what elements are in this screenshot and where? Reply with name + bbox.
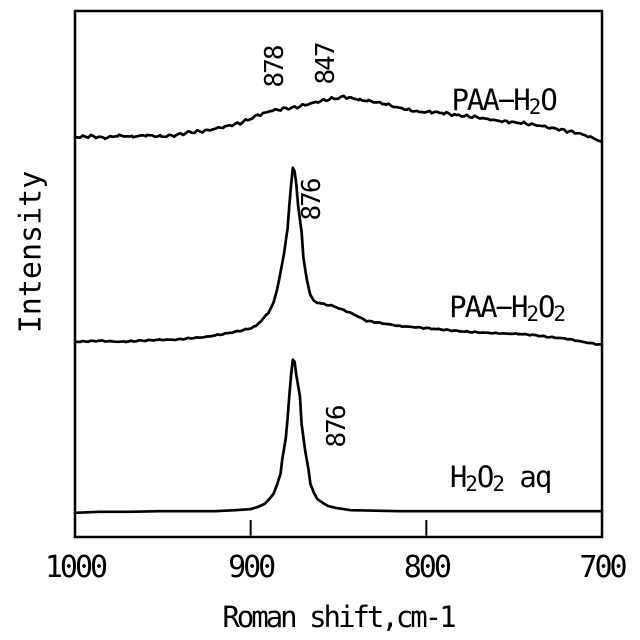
series-label-paa-h2o2: PAA−H2O2 (449, 290, 567, 326)
label-text: PAA−H (449, 290, 528, 325)
series-curve-paa-h2o (73, 94, 604, 144)
label-text: aq (503, 460, 552, 495)
series-curve-paa-h2o2 (73, 166, 604, 347)
subscript: 2 (465, 471, 478, 496)
x-tick-label: 700 (579, 550, 627, 585)
x-axis-label: Roman shift,cm-1 (222, 600, 456, 634)
label-text: PAA−H (451, 82, 530, 117)
subscript: 2 (526, 301, 539, 326)
peak-annotation-876: 876 (321, 406, 352, 448)
subscript: 2 (492, 471, 505, 496)
plot-frame (73, 9, 604, 539)
x-tick-label: 800 (403, 550, 452, 585)
series-label-paa-h2o: PAA−H2O (451, 82, 558, 119)
label-text: H (449, 460, 468, 495)
x-tick-label: 1000 (44, 550, 108, 585)
subscript: 2 (528, 94, 542, 119)
peak-annotation-847: 847 (311, 43, 342, 85)
label-text: O (540, 82, 558, 117)
series-curve-h2o2-aq (73, 358, 604, 515)
x-tick-label: 900 (228, 550, 276, 585)
subscript: 2 (553, 301, 567, 326)
peak-annotation-876: 876 (297, 179, 328, 221)
label-text: O (538, 290, 556, 325)
y-axis-label: Intensity (13, 170, 49, 334)
peak-annotation-878: 878 (260, 46, 291, 88)
series-label-h2o2-aq: H2O2 aq (449, 460, 553, 496)
label-text: O (476, 460, 495, 495)
